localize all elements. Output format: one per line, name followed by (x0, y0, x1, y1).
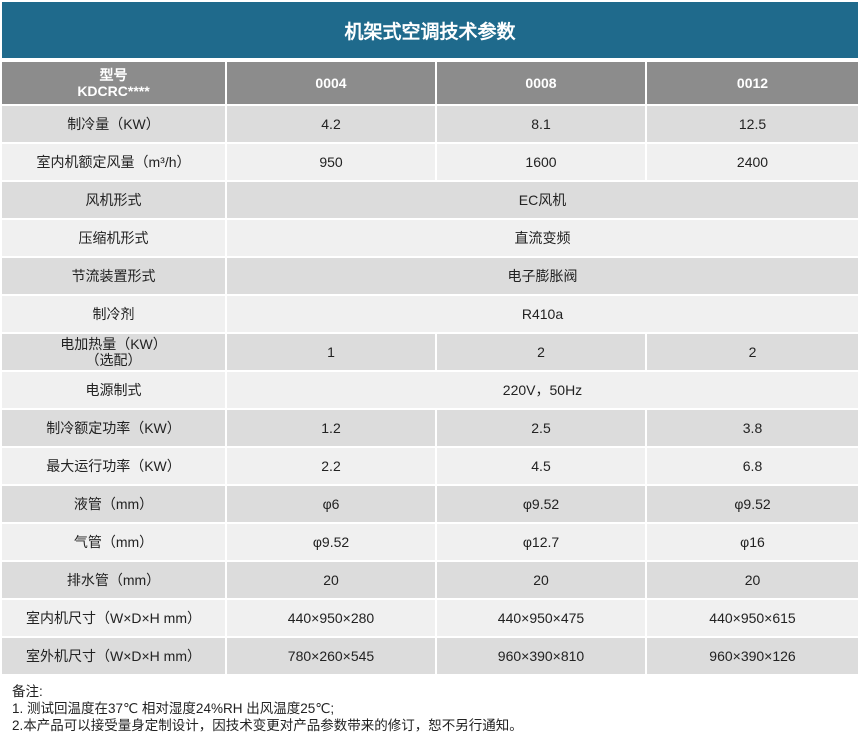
table-row: 室内机尺寸（W×D×H mm） 440×950×280 440×950×475 440… (2, 600, 858, 636)
cell: 950 (227, 144, 435, 180)
cell: 20 (437, 562, 645, 598)
table-row: 制冷量（KW） 4.2 8.1 12.5 (2, 106, 858, 142)
cell: 直流变频 (227, 220, 858, 256)
table-row: 压缩机形式 直流变频 (2, 220, 858, 256)
cell: 440×950×615 (647, 600, 858, 636)
cell: 2400 (647, 144, 858, 180)
cell: φ16 (647, 524, 858, 560)
table-row: 最大运行功率（KW） 2.2 4.5 6.8 (2, 448, 858, 484)
cell: 6.8 (647, 448, 858, 484)
cell-line: （选配） (85, 352, 142, 368)
row-label: 最大运行功率（KW） (2, 448, 225, 484)
cell: 20 (647, 562, 858, 598)
row-label: 制冷量（KW） (2, 106, 225, 142)
cell: φ9.52 (437, 486, 645, 522)
row-label: 电加热量（KW） （选配） (2, 334, 225, 370)
cell: 12.5 (647, 106, 858, 142)
table-row: 节流装置形式 电子膨胀阀 (2, 258, 858, 294)
cell: 20 (227, 562, 435, 598)
row-label: 节流装置形式 (2, 258, 225, 294)
cell: φ6 (227, 486, 435, 522)
title: 机架式空调技术参数 (2, 2, 858, 58)
row-label: 气管（mm） (2, 524, 225, 560)
cell: 8.1 (437, 106, 645, 142)
row-label: 风机形式 (2, 182, 225, 218)
table-row: 室内机额定风量（m³/h） 950 1600 2400 (2, 144, 858, 180)
row-label: 液管（mm） (2, 486, 225, 522)
cell: 1.2 (227, 410, 435, 446)
cell: φ9.52 (647, 486, 858, 522)
row-label: 室外机尺寸（W×D×H mm） (2, 638, 225, 674)
cell: 电子膨胀阀 (227, 258, 858, 294)
table-row: 制冷额定功率（KW） 1.2 2.5 3.8 (2, 410, 858, 446)
cell: 2.2 (227, 448, 435, 484)
row-label: 制冷额定功率（KW） (2, 410, 225, 446)
table-row: 排水管（mm） 20 20 20 (2, 562, 858, 598)
row-label: 排水管（mm） (2, 562, 225, 598)
table-row: 风机形式 EC风机 (2, 182, 858, 218)
note-line: 1. 测试回温度在37℃ 相对湿度24%RH 出风温度25℃; (12, 701, 335, 716)
cell: 2 (647, 334, 858, 370)
cell: 960×390×126 (647, 638, 858, 674)
cell: 2 (437, 334, 645, 370)
row-label: 室内机尺寸（W×D×H mm） (2, 600, 225, 636)
cell: 4.5 (437, 448, 645, 484)
cell: 960×390×810 (437, 638, 645, 674)
note-line: 备注: (12, 684, 43, 699)
table-row: 气管（mm） φ9.52 φ12.7 φ16 (2, 524, 858, 560)
row-label: 电源制式 (2, 372, 225, 408)
header-row: 型号 KDCRC**** 0004 0008 0012 (2, 62, 858, 104)
notes: 备注: 1. 测试回温度在37℃ 相对湿度24%RH 出风温度25℃; 2.本产品可… (12, 683, 523, 734)
table-row: 电加热量（KW） （选配） 1 2 2 (2, 334, 858, 370)
header-cell: 0004 (227, 62, 435, 104)
row-label: 压缩机形式 (2, 220, 225, 256)
cell: 2.5 (437, 410, 645, 446)
cell: 440×950×280 (227, 600, 435, 636)
cell: φ9.52 (227, 524, 435, 560)
cell: 4.2 (227, 106, 435, 142)
row-label: 室内机额定风量（m³/h） (2, 144, 225, 180)
table-row: 电源制式 220V，50Hz (2, 372, 858, 408)
note-line: 2.本产品可以接受量身定制设计，因技术变更对产品参数带来的修订，恕不另行通知。 (12, 718, 523, 733)
cell: 220V，50Hz (227, 372, 858, 408)
spec-table: 型号 KDCRC**** 0004 0008 0012 制冷量（KW） 4.2 8.1 12.5… (0, 60, 860, 676)
table-row: 室外机尺寸（W×D×H mm） 780×260×545 960×390×810 960… (2, 638, 858, 674)
cell-line: 型号 (99, 67, 128, 83)
header-cell: 0008 (437, 62, 645, 104)
cell: 1 (227, 334, 435, 370)
table-row: 制冷剂 R410a (2, 296, 858, 332)
cell-line: KDCRC**** (77, 83, 150, 99)
cell: R410a (227, 296, 858, 332)
cell: EC风机 (227, 182, 858, 218)
table-row: 液管（mm） φ6 φ9.52 φ9.52 (2, 486, 858, 522)
cell: φ12.7 (437, 524, 645, 560)
cell: 780×260×545 (227, 638, 435, 674)
row-label: 制冷剂 (2, 296, 225, 332)
cell-line: 电加热量（KW） (60, 336, 167, 352)
cell: 3.8 (647, 410, 858, 446)
header-cell: 型号 KDCRC**** (2, 62, 225, 104)
header-cell: 0012 (647, 62, 858, 104)
cell: 440×950×475 (437, 600, 645, 636)
cell: 1600 (437, 144, 645, 180)
